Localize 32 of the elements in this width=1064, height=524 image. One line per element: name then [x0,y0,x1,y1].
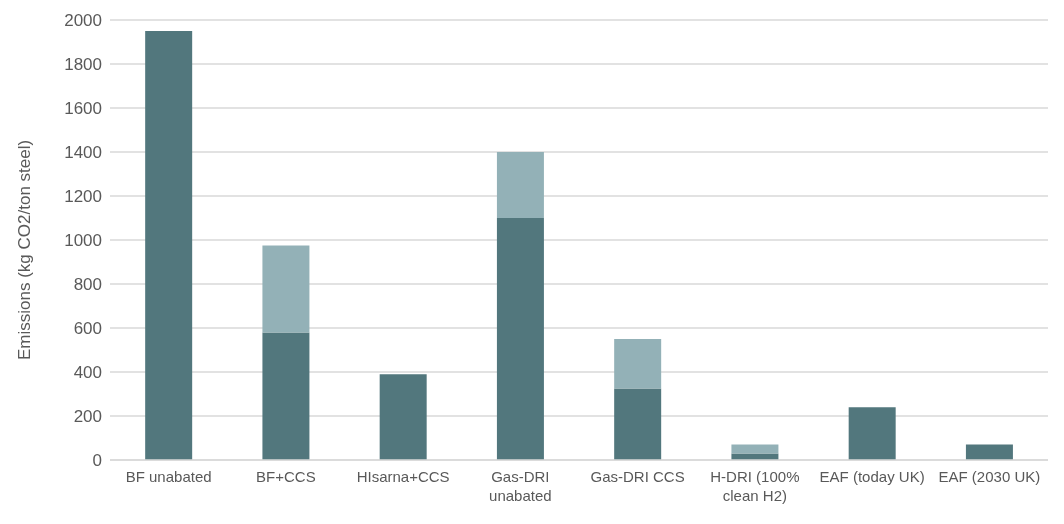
x-tick-label: EAF (2030 UK) [938,468,1041,485]
y-tick-label: 200 [73,407,102,427]
y-tick-label: 2000 [64,11,102,31]
y-axis-title: Emissions (kg CO2/ton steel) [15,139,35,360]
bar [731,444,779,454]
y-tick-label: 1600 [64,99,102,119]
y-tick-label: 1200 [64,187,102,207]
bar [496,218,544,460]
bar [496,152,544,218]
bar [145,31,193,460]
x-tick-label: BF unabated [125,468,212,485]
bar [379,374,427,460]
x-tick-label: H-DRI (100% clean H2) [710,468,800,504]
x-tick-label: HIsarna+CCS [356,468,450,485]
y-tick-label: 1800 [64,55,102,75]
x-tick-label: Gas-DRI unabated [489,468,552,504]
y-tick-label: 0 [92,451,102,471]
y-tick-label: 800 [73,275,102,295]
bar [614,388,662,460]
bar [965,444,1013,460]
x-tick-label: Gas-DRI CCS [590,468,685,485]
bar [262,332,310,460]
bar [731,453,779,460]
x-tick-label: BF+CCS [256,468,316,485]
y-tick-label: 600 [73,319,102,339]
y-tick-label: 1400 [64,143,102,163]
bar [614,339,662,389]
bar [848,407,896,460]
bar [262,245,310,333]
x-tick-label: EAF (today UK) [819,468,925,485]
y-tick-label: 1000 [64,231,102,251]
y-tick-label: 400 [73,363,102,383]
